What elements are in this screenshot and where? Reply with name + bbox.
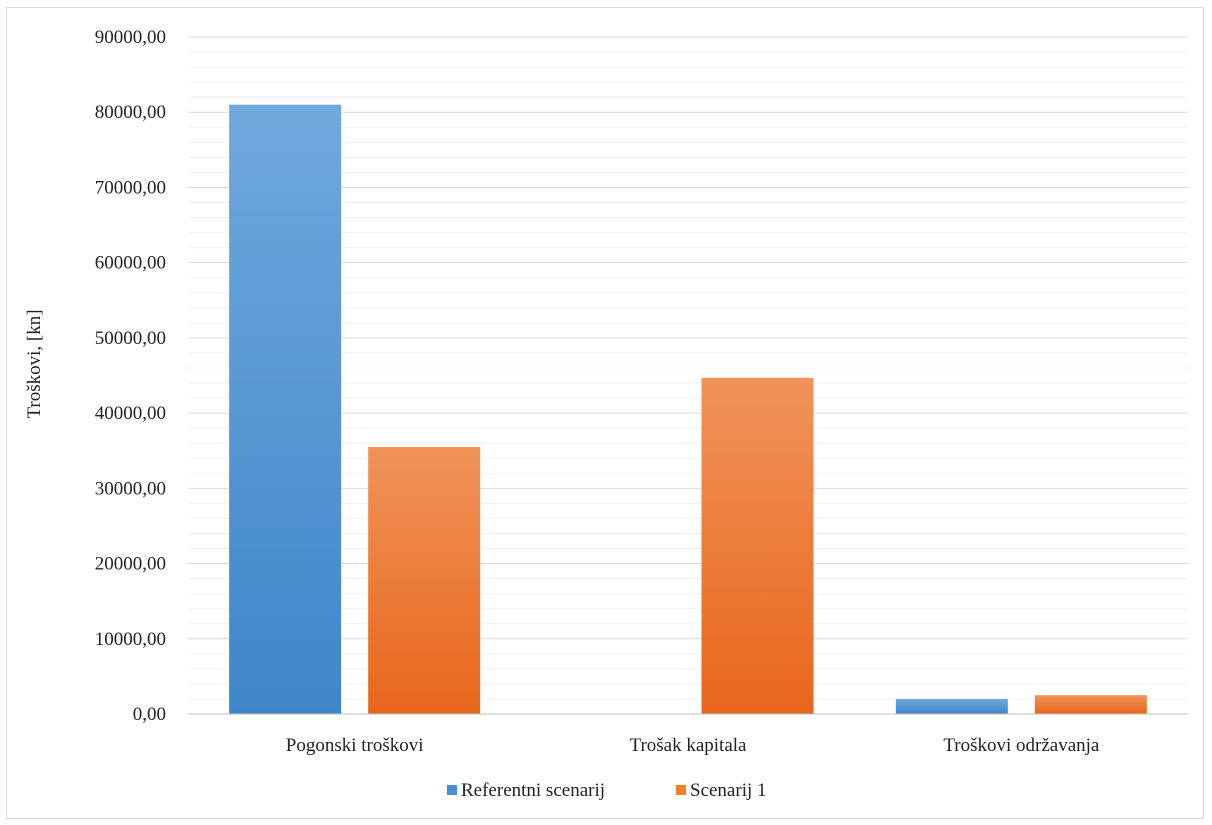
y-tick-label: 60000,00 (95, 253, 166, 274)
y-tick-label: 50000,00 (95, 328, 166, 349)
legend: Referentni scenarij Scenarij 1 (447, 780, 767, 801)
y-tick-label: 10000,00 (95, 629, 166, 650)
axes: 0,00 10000,00 20000,00 30000,00 40000,00 5000… (95, 27, 1188, 756)
bar (1034, 695, 1147, 714)
y-tick-label: 20000,00 (95, 554, 166, 575)
y-tick-label: 40000,00 (95, 403, 166, 424)
legend-swatch (447, 785, 457, 795)
bar (229, 104, 342, 714)
x-category-label: Trošak kapitala (630, 735, 748, 756)
x-category-label: Pogonski troškovi (286, 735, 424, 756)
bars (229, 104, 1147, 714)
x-category-label: Troškovi održavanja (943, 735, 1100, 756)
bar (701, 377, 814, 714)
y-axis-label: Troškovi, [kn] (24, 309, 45, 418)
y-tick-label: 0,00 (133, 704, 166, 725)
bar (895, 698, 1008, 714)
legend-label: Scenarij 1 (690, 780, 767, 801)
y-tick-label: 80000,00 (95, 102, 166, 123)
y-tick-label: 30000,00 (95, 478, 166, 499)
legend-label: Referentni scenarij (461, 780, 605, 801)
y-tick-label: 90000,00 (95, 27, 166, 48)
y-tick-label: 70000,00 (95, 177, 166, 198)
bar (368, 446, 481, 714)
grid-lines (188, 36, 1188, 700)
legend-swatch (676, 785, 686, 795)
